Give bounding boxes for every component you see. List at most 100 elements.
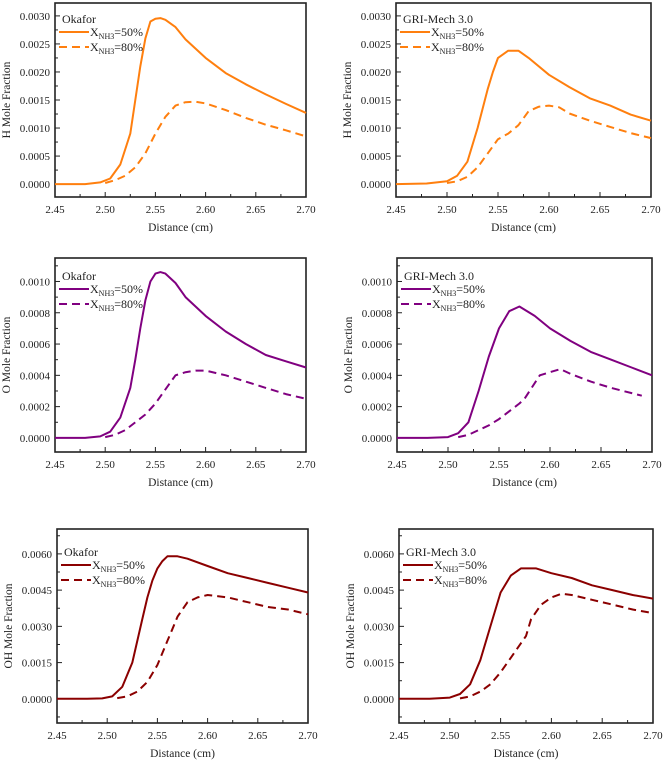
- legend-label: XNH3=80%: [90, 40, 143, 56]
- x-axis-title: Distance (cm): [148, 222, 213, 234]
- y-tick-label: 0.0020: [20, 67, 51, 79]
- chart-panel-h-okafor: 2.45 2.50 2.55 2.60 2.65 2.70 0.0000 0.0005 0.00…: [1, 2, 316, 234]
- chart-panel-oh-okafor: 2.45 2.50 2.55 2.60 2.65 2.70 0.0000 0.0015 0.00…: [3, 528, 318, 760]
- series-line-xnh3-50: [55, 271, 307, 439]
- y-tick-label: 0.0030: [22, 621, 53, 633]
- x-tick-label: 2.50: [437, 204, 457, 216]
- x-tick-label: 2.45: [45, 459, 65, 471]
- series-line-xnh3-80: [457, 368, 643, 439]
- y-axis-title: O Mole Fraction: [343, 316, 355, 393]
- chart-panel-o-okafor: 2.45 2.50 2.55 2.60 2.65 2.70 0.0000 0.0002 0.00…: [1, 257, 316, 489]
- y-tick-label: 0.0060: [364, 549, 395, 561]
- x-tick-label: 2.55: [491, 730, 511, 742]
- x-tick-label: 2.45: [47, 730, 67, 742]
- y-tick-label: 0.0010: [362, 276, 393, 288]
- x-axis-title: Distance (cm): [150, 748, 215, 760]
- legend-label: XNH3=50%: [92, 558, 145, 574]
- x-tick-label: 2.70: [643, 730, 663, 742]
- legend-title: Okafor: [62, 12, 96, 26]
- x-tick-label: 2.60: [539, 204, 559, 216]
- y-tick-label: 0.0030: [364, 621, 395, 633]
- y-tick-label: 0.0004: [20, 370, 51, 382]
- x-tick-label: 2.60: [198, 730, 218, 742]
- series-line-xnh3-50: [395, 49, 652, 186]
- x-tick-label: 2.60: [196, 459, 216, 471]
- y-tick-label: 0.0000: [364, 694, 395, 706]
- series-line-xnh3-50: [55, 17, 307, 186]
- x-tick-label: 2.70: [298, 730, 318, 742]
- x-tick-label: 2.65: [593, 730, 613, 742]
- legend-label: XNH3=50%: [90, 25, 143, 41]
- legend-label: XNH3=50%: [90, 282, 143, 298]
- series-line-xnh3-50: [57, 555, 309, 700]
- x-tick-label: 2.70: [296, 204, 316, 216]
- y-tick-label: 0.0008: [20, 308, 51, 320]
- x-tick-label: 2.50: [96, 459, 116, 471]
- legend-label: XNH3=50%: [432, 282, 485, 298]
- x-tick-label: 2.65: [590, 204, 610, 216]
- x-tick-label: 2.50: [440, 730, 460, 742]
- y-tick-label: 0.0000: [362, 433, 393, 445]
- series-line-xnh3-80: [104, 100, 307, 184]
- x-tick-label: 2.50: [438, 459, 458, 471]
- legend-title: GRI-Mech 3.0: [403, 12, 473, 26]
- y-tick-label: 0.0060: [22, 549, 53, 561]
- series-line-xnh3-80: [117, 594, 309, 700]
- y-tick-label: 0.0006: [20, 339, 51, 351]
- y-tick-label: 0.0015: [22, 658, 53, 670]
- x-tick-label: 2.45: [389, 730, 409, 742]
- x-axis-title: Distance (cm): [492, 477, 557, 489]
- legend-label: XNH3=80%: [434, 573, 487, 589]
- y-tick-label: 0.0002: [362, 402, 392, 414]
- series-line-xnh3-50: [399, 567, 654, 700]
- y-tick-label: 0.0005: [361, 151, 392, 163]
- y-tick-label: 0.0006: [362, 339, 393, 351]
- x-tick-label: 2.55: [489, 459, 509, 471]
- legend-label: XNH3=80%: [432, 297, 485, 313]
- x-tick-label: 2.45: [387, 459, 407, 471]
- legend-title: GRI-Mech 3.0: [404, 269, 474, 283]
- y-tick-label: 0.0002: [20, 402, 50, 414]
- series-line-xnh3-80: [446, 104, 652, 184]
- x-tick-label: 2.55: [148, 730, 168, 742]
- y-tick-label: 0.0010: [20, 276, 51, 288]
- legend-label: XNH3=80%: [92, 573, 145, 589]
- legend-title: Okafor: [62, 269, 96, 283]
- x-tick-label: 2.60: [540, 459, 560, 471]
- x-tick-label: 2.65: [246, 459, 266, 471]
- x-tick-label: 2.65: [248, 730, 268, 742]
- y-tick-label: 0.0000: [361, 179, 392, 191]
- x-tick-label: 2.50: [98, 730, 118, 742]
- y-axis-title: H Mole Fraction: [1, 61, 13, 138]
- y-tick-label: 0.0030: [20, 11, 51, 23]
- x-tick-label: 2.60: [542, 730, 562, 742]
- y-tick-label: 0.0000: [20, 179, 51, 191]
- y-tick-label: 0.0030: [361, 11, 392, 23]
- y-axis-title: OH Mole Fraction: [3, 583, 15, 668]
- y-tick-label: 0.0015: [361, 95, 392, 107]
- y-axis-title: OH Mole Fraction: [345, 583, 357, 668]
- x-tick-label: 2.70: [296, 459, 316, 471]
- legend-title: GRI-Mech 3.0: [406, 545, 476, 559]
- x-tick-label: 2.55: [146, 204, 166, 216]
- chart-panel-oh-gri: 2.45 2.50 2.55 2.60 2.65 2.70 0.0000 0.0015 0.00…: [345, 528, 663, 760]
- series-line-xnh3-80: [104, 369, 307, 439]
- legend-label: XNH3=50%: [434, 558, 487, 574]
- y-tick-label: 0.0015: [364, 658, 395, 670]
- x-tick-label: 2.45: [386, 204, 406, 216]
- y-tick-label: 0.0045: [364, 585, 395, 597]
- y-axis-title: O Mole Fraction: [1, 316, 13, 393]
- x-tick-label: 2.60: [196, 204, 216, 216]
- x-tick-label: 2.55: [146, 459, 166, 471]
- y-tick-label: 0.0025: [361, 39, 392, 51]
- series-line-xnh3-50: [397, 305, 653, 439]
- x-tick-label: 2.50: [96, 204, 116, 216]
- y-tick-label: 0.0005: [20, 151, 51, 163]
- y-tick-label: 0.0000: [20, 433, 51, 445]
